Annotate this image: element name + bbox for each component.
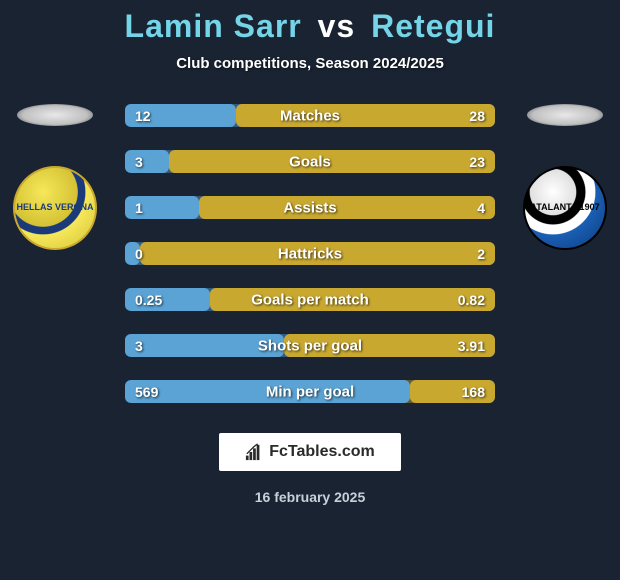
stat-left-value: 0.25 [135, 292, 162, 308]
stat-row: 1 4 Assists [125, 196, 495, 219]
player1-name: Lamin Sarr [125, 8, 302, 44]
stat-label: Assists [283, 199, 336, 216]
stat-row: 569 168 Min per goal [125, 380, 495, 403]
stat-bar-right-fill [169, 150, 495, 173]
player-silhouette-shadow [17, 104, 93, 126]
stat-right-value: 4 [477, 200, 485, 216]
stat-left-value: 3 [135, 338, 143, 354]
player-silhouette-shadow [527, 104, 603, 126]
subtitle: Club competitions, Season 2024/2025 [0, 55, 620, 72]
stat-left-value: 569 [135, 384, 158, 400]
stat-bar-right-fill [236, 104, 495, 127]
stat-row: 12 28 Matches [125, 104, 495, 127]
comparison-title: Lamin Sarr vs Retegui [0, 8, 620, 45]
stat-bars-container: 1228Matches323Goals14Assists02Hattricks0… [125, 104, 495, 403]
stat-left-value: 0 [135, 246, 143, 262]
stat-bar-right-fill [199, 196, 495, 219]
stat-row: 3 3.91 Shots per goal [125, 334, 495, 357]
stat-label: Goals [289, 153, 331, 170]
left-badge-column: HELLAS VERONA [10, 104, 100, 250]
badge-text: ATALANTA 1907 [530, 203, 599, 213]
vs-text: vs [318, 8, 356, 44]
stat-label: Shots per goal [258, 337, 362, 354]
header: Lamin Sarr vs Retegui Club competitions,… [0, 0, 620, 72]
fctables-icon [245, 443, 263, 461]
stat-row: 0 2 Hattricks [125, 242, 495, 265]
stat-right-value: 168 [462, 384, 485, 400]
stat-label: Min per goal [266, 383, 354, 400]
stat-right-value: 0.82 [458, 292, 485, 308]
stat-bar-left-fill [125, 150, 169, 173]
comparison-area: HELLAS VERONA ATALANTA 1907 1228Matches3… [0, 104, 620, 403]
right-badge-column: ATALANTA 1907 [520, 104, 610, 250]
stat-left-value: 3 [135, 154, 143, 170]
club-badge-verona: HELLAS VERONA [13, 166, 97, 250]
club-badge-atalanta: ATALANTA 1907 [523, 166, 607, 250]
badge-text: HELLAS VERONA [16, 203, 93, 213]
stat-left-value: 1 [135, 200, 143, 216]
stat-left-value: 12 [135, 108, 151, 124]
stat-right-value: 23 [469, 154, 485, 170]
stat-row: 0.25 0.82 Goals per match [125, 288, 495, 311]
stat-right-value: 3.91 [458, 338, 485, 354]
stat-label: Hattricks [278, 245, 342, 262]
stat-label: Matches [280, 107, 340, 124]
stat-right-value: 2 [477, 246, 485, 262]
fctables-text: FcTables.com [269, 443, 375, 461]
fctables-badge: FcTables.com [219, 433, 401, 471]
player2-name: Retegui [371, 8, 495, 44]
footer: FcTables.com 16 february 2025 [0, 433, 620, 505]
stat-right-value: 28 [469, 108, 485, 124]
stat-row: 3 23 Goals [125, 150, 495, 173]
date-text: 16 february 2025 [0, 489, 620, 505]
stat-label: Goals per match [251, 291, 369, 308]
